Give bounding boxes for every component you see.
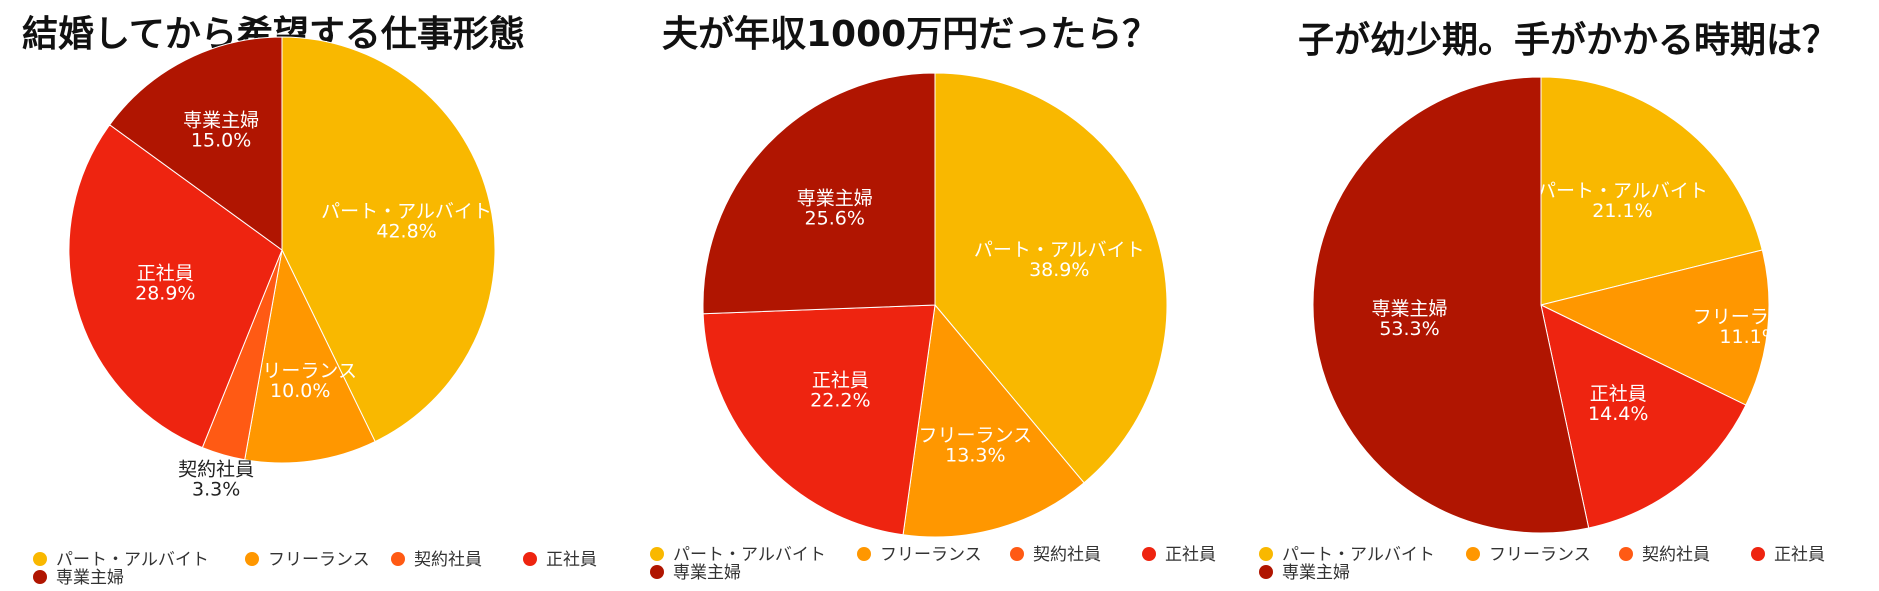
legend-swatch-part-time: [650, 547, 664, 561]
slice-category-label: パート・アルバイト: [321, 200, 492, 222]
legend-swatch-part-time: [33, 552, 47, 566]
legend-item-freelance: フリーランス: [1489, 545, 1591, 565]
pie-chart-1: 結婚してから希望する仕事形態パート・アルバイト42.8%フリーランス10.0%契…: [22, 14, 597, 588]
slice-category-label: 専業主婦: [797, 187, 873, 209]
legend-item-contract: 契約社員: [414, 550, 482, 570]
legend-swatch-full-time: [523, 552, 537, 566]
slice-value-label: 38.9%: [1029, 259, 1089, 281]
pie-chart-2: 夫が年収1000万円だったら？パート・アルバイト38.9%フリーランス13.3%…: [650, 14, 1216, 583]
slice-housewife: [108, 36, 283, 251]
legend-swatch-contract: [1619, 547, 1633, 561]
legend-item-contract: 契約社員: [1642, 545, 1710, 565]
legend-swatch-freelance: [857, 547, 871, 561]
slice-category-label: パート・アルバイト: [974, 239, 1145, 261]
slice-value-label: 15.0%: [191, 129, 251, 151]
slice-value-label: 42.8%: [376, 220, 436, 242]
legend-item-full-time: 正社員: [1774, 545, 1825, 565]
slice-freelance: [244, 248, 376, 464]
legend-item-housewife: 専業主婦: [1282, 563, 1350, 583]
legend-item-freelance: フリーランス: [268, 550, 370, 570]
legend-item-full-time: 正社員: [546, 550, 597, 570]
legend-swatch-contract: [1010, 547, 1024, 561]
slice-part-time: [934, 72, 1168, 484]
slice-freelance: [902, 303, 1085, 538]
legend-swatch-housewife: [1259, 565, 1273, 579]
slice-full-time: [68, 124, 283, 449]
slice-category-label: 正社員: [137, 263, 194, 285]
slice-part-time: [281, 36, 496, 443]
slice-category-label: 専業主婦: [1371, 298, 1447, 320]
slice-value-label: 22.2%: [810, 390, 870, 412]
slice-value-label: 10.0%: [270, 380, 330, 402]
chart-title: 子が幼少期。手がかかる時期は？: [1298, 20, 1838, 61]
legend-swatch-full-time: [1142, 547, 1156, 561]
slice-full-time: [1540, 304, 1747, 529]
slice-category-label: 正社員: [812, 370, 869, 392]
slice-housewife: [702, 72, 936, 315]
legend-item-part-time: パート・アルバイト: [56, 550, 209, 570]
legend-item-freelance: フリーランス: [880, 545, 982, 565]
legend-swatch-housewife: [33, 570, 47, 584]
legend-item-contract: 契約社員: [1033, 545, 1101, 565]
legend-swatch-part-time: [1259, 547, 1273, 561]
slice-category-label: フリーランス: [919, 424, 1033, 446]
slice-housewife: [1312, 76, 1590, 534]
slice-value-label: 21.1%: [1592, 200, 1652, 222]
legend-item-housewife: 専業主婦: [56, 568, 124, 588]
slice-value-label: 11.1%: [1719, 326, 1779, 348]
slice-value-label: 25.6%: [805, 207, 865, 229]
legend-item-housewife: 専業主婦: [673, 563, 741, 583]
chart-title: 夫が年収1000万円だったら？: [662, 14, 1158, 55]
slice-value-label: 14.4%: [1588, 403, 1648, 425]
slice-category-label: パート・アルバイト: [1537, 180, 1708, 202]
slice-value-label: 53.3%: [1379, 318, 1439, 340]
slice-category-label: 契約社員: [178, 458, 254, 480]
legend-swatch-freelance: [245, 552, 259, 566]
slice-part-time: [1540, 76, 1763, 306]
slice-value-label: 3.3%: [192, 478, 240, 500]
legend-swatch-contract: [391, 552, 405, 566]
slice-value-label: 13.3%: [945, 444, 1005, 466]
slice-full-time: [702, 304, 936, 536]
legend-item-part-time: パート・アルバイト: [1282, 545, 1435, 565]
legend-item-part-time: パート・アルバイト: [673, 545, 826, 565]
slice-freelance: [1539, 249, 1770, 406]
legend-swatch-full-time: [1751, 547, 1765, 561]
slice-value-label: 28.9%: [135, 283, 195, 305]
slice-category-label: 専業主婦: [183, 109, 259, 131]
slice-category-label: フリーランス: [1693, 306, 1807, 328]
slice-category-label: 正社員: [1590, 383, 1647, 405]
pie-chart-3: 子が幼少期。手がかかる時期は？パート・アルバイト21.1%フリーランス11.1%…: [1259, 20, 1838, 583]
legend-item-full-time: 正社員: [1165, 545, 1216, 565]
legend-swatch-freelance: [1466, 547, 1480, 561]
legend-swatch-housewife: [650, 565, 664, 579]
slice-category-label: フリーランス: [243, 360, 357, 382]
